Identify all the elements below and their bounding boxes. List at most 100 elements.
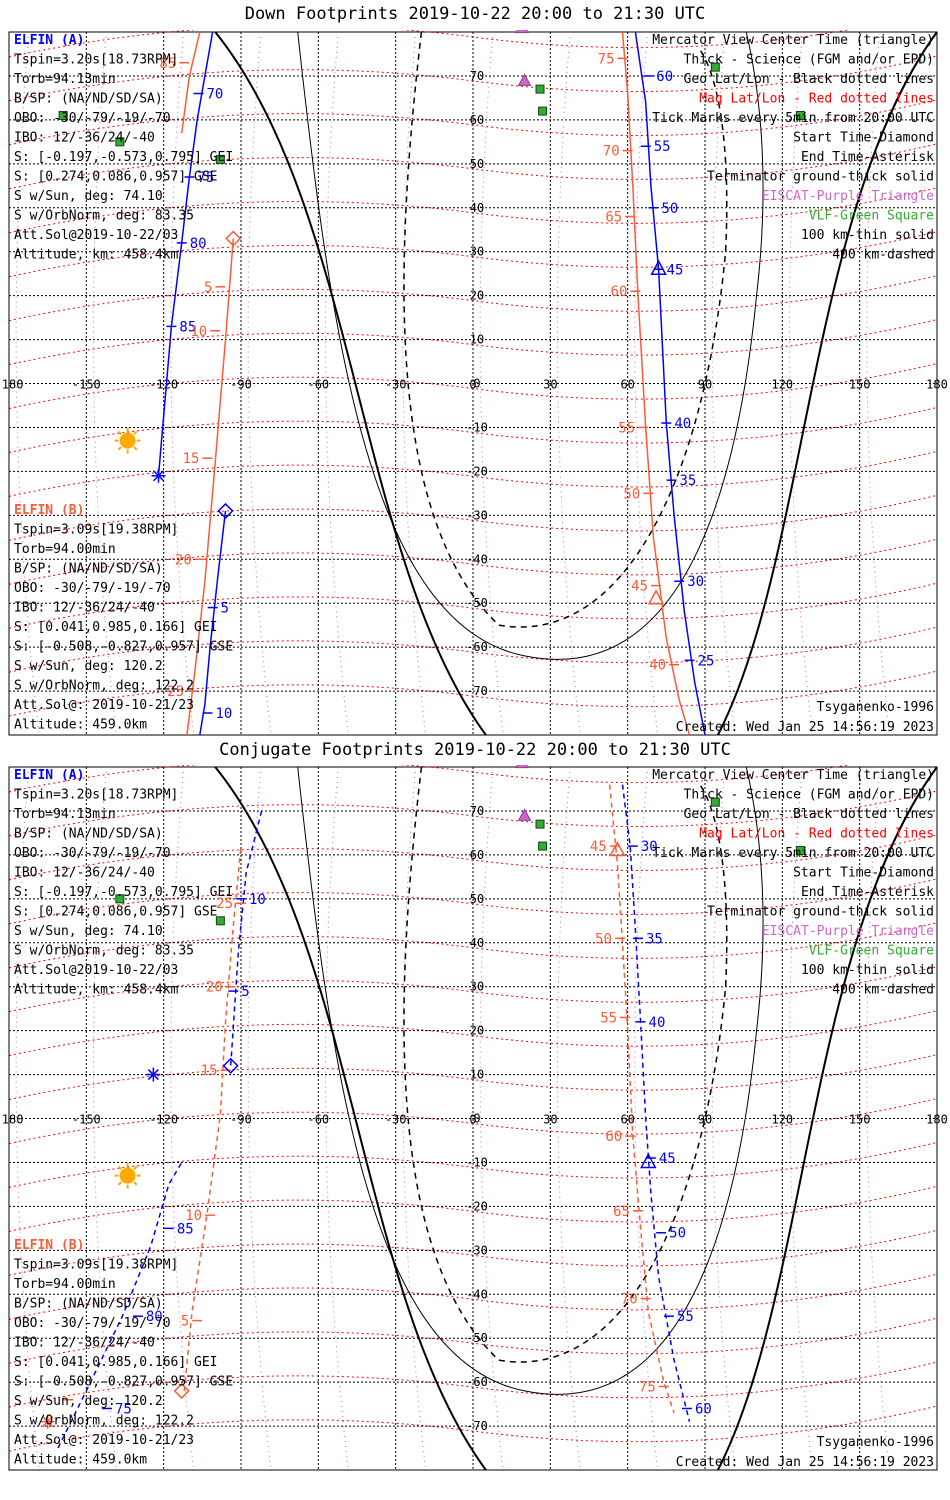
info-line: S: [0.041,0.985,0.166] GEI — [14, 620, 218, 635]
info-line: IBO: 12/-36/24/-40 — [14, 1336, 155, 1351]
terminator — [214, 31, 938, 736]
terminator — [214, 766, 938, 1471]
legend-item: VLF-Green Square — [809, 944, 934, 959]
info-line: S w/Sun, deg: 74.10 — [14, 924, 163, 939]
time-tick-label: 5 — [181, 1314, 189, 1330]
mag-lon-line — [479, 31, 504, 736]
time-tick-label: 15 — [183, 451, 200, 467]
time-tick-label: 70 — [603, 144, 620, 160]
eiscat-station-triangle — [515, 30, 529, 34]
x-tick-label: -90 — [230, 378, 252, 392]
time-tick-label: 10 — [249, 892, 266, 908]
info-line: Att.Sol@: 2019-10-21/23 — [14, 698, 194, 713]
info-line: IBO: 12/-36/24/-40 — [14, 131, 155, 146]
time-tick-label: 80 — [190, 236, 207, 252]
mag-lon-line — [634, 766, 659, 1471]
conjugate-footprints-map: -180-150-120-90-60-300306090120150180706… — [0, 765, 948, 1471]
legend-item: VLF-Green Square — [809, 209, 934, 224]
vlf-station-square — [215, 916, 225, 926]
vlf-station-square — [115, 894, 125, 904]
info-line: S: [-0.508,-0.827,0.957] GSE — [14, 640, 233, 655]
created-label: Created: Wed Jan 25 14:56:19 2023 — [676, 720, 934, 735]
track-path — [183, 846, 242, 1391]
x-tick-label: -60 — [307, 1113, 329, 1127]
time-tick-label: 5 — [221, 601, 229, 617]
y-tick-label: 30 — [470, 980, 484, 994]
info-line: S w/Sun, deg: 120.2 — [14, 1394, 163, 1409]
info-line: Altitude: 459.0km — [14, 718, 147, 733]
info-line: Torb=94.00min — [14, 542, 116, 557]
info-line: S: [-0.197,-0.573,0.795] GEI — [14, 150, 233, 165]
time-tick-label: 25 — [698, 653, 715, 669]
info-line: Tspin=3.09s[19.38RPM] — [14, 1258, 178, 1273]
panel-title-conjugate: Conjugate Footprints 2019-10-22 20:00 to… — [219, 740, 731, 760]
info-line: Altitude, km: 458.4km — [14, 983, 179, 998]
mag-lon-line — [402, 766, 427, 1471]
legend: Mercator View Center Time (triangle) Thic… — [652, 33, 934, 263]
x-tick-label: -150 — [72, 1113, 101, 1127]
vlf-station-square — [710, 62, 720, 72]
end-time-asterisk — [40, 1414, 55, 1429]
info-line: Tspin=3.20s[18.73RPM] — [14, 53, 178, 68]
eiscat-station-triangle — [515, 765, 529, 769]
info-line: S w/Sun, deg: 120.2 — [14, 659, 163, 674]
axis-labels: -180-150-120-90-60-300306090120150180706… — [0, 804, 948, 1433]
time-tick-label: 35 — [646, 931, 663, 947]
view-center-triangle — [609, 840, 626, 857]
time-tick-label: 75 — [639, 1380, 656, 1396]
time-tick-label: 30 — [641, 839, 658, 855]
time-tick-label: 5 — [241, 984, 249, 1000]
time-tick-label: 45 — [667, 262, 684, 278]
info-line: S w/OrbNorm, deg: 83.35 — [14, 944, 194, 959]
mag-lon-line — [788, 31, 813, 736]
time-tick-label: 55 — [677, 1309, 694, 1325]
time-tick-label: 60 — [656, 69, 673, 85]
time-tick-label: 55 — [654, 139, 671, 155]
time-tick-label: 10 — [190, 324, 207, 340]
mag-lon-line — [247, 766, 272, 1471]
legend-item: 100 km-thin solid — [801, 963, 934, 978]
x-tick-label: 60 — [620, 1113, 634, 1127]
time-tick-label: 85 — [177, 1221, 194, 1237]
y-tick-label: -10 — [466, 420, 488, 434]
legend-item: Tick Marks every 5min from 20:00 UTC — [652, 111, 934, 126]
legend-item: Thick - Science (FGM and/or EPD) — [684, 788, 934, 803]
time-tick-label: 20 — [206, 980, 223, 996]
end-time-asterisk — [151, 468, 166, 483]
panel-title-down: Down Footprints 2019-10-22 20:00 to 21:3… — [244, 4, 706, 24]
time-tick-label: 45 — [590, 839, 607, 855]
info-line: S w/OrbNorm, deg: 83.35 — [14, 209, 194, 224]
mag-lon-line — [711, 31, 736, 736]
vlf-station-square — [58, 110, 68, 120]
mag-lon-line — [170, 766, 195, 1471]
created-label: Created: Wed Jan 25 14:56:19 2023 — [676, 1455, 934, 1470]
elfin-a-info: ELFIN (A) Tspin=3.20s[18.73RPM] Torb=94.13… — [14, 768, 233, 998]
track-path — [199, 510, 227, 736]
track-path — [621, 784, 691, 1422]
info-line: S w/OrbNorm, deg: 122.2 — [14, 1414, 194, 1429]
mag-lon-line — [15, 766, 40, 1471]
x-tick-label: -30 — [385, 1113, 407, 1127]
info-line: S: [0.041,0.985,0.166] GEI — [14, 1355, 218, 1370]
x-tick-label: 90 — [698, 378, 712, 392]
x-tick-label: -150 — [72, 378, 101, 392]
start-time-diamond — [173, 1382, 190, 1399]
y-tick-label: 60 — [470, 113, 484, 127]
time-tick-label: 60 — [605, 1129, 622, 1145]
time-tick-label: 55 — [600, 1010, 617, 1026]
start-time-diamond — [217, 502, 234, 519]
end-time-asterisk — [146, 1067, 161, 1082]
track-path — [229, 810, 263, 1066]
time-tick-label: 85 — [159, 56, 176, 72]
terminator-ground-line-east — [716, 766, 938, 1471]
time-tick-label: 50 — [669, 1226, 686, 1242]
time-tick-label: 85 — [179, 319, 196, 335]
time-tick-label: 80 — [146, 1309, 163, 1325]
elfin-b-info: ELFIN (B) Tspin=3.09s[19.38RPM] Torb=94.00… — [14, 1238, 233, 1468]
legend-item: EISCAT-Purple Triangle — [762, 189, 934, 204]
time-tick-label: 25 — [216, 896, 233, 912]
y-tick-label: 20 — [470, 1024, 484, 1038]
vlf-station-square — [710, 797, 720, 807]
mag-lon-line — [556, 31, 581, 736]
